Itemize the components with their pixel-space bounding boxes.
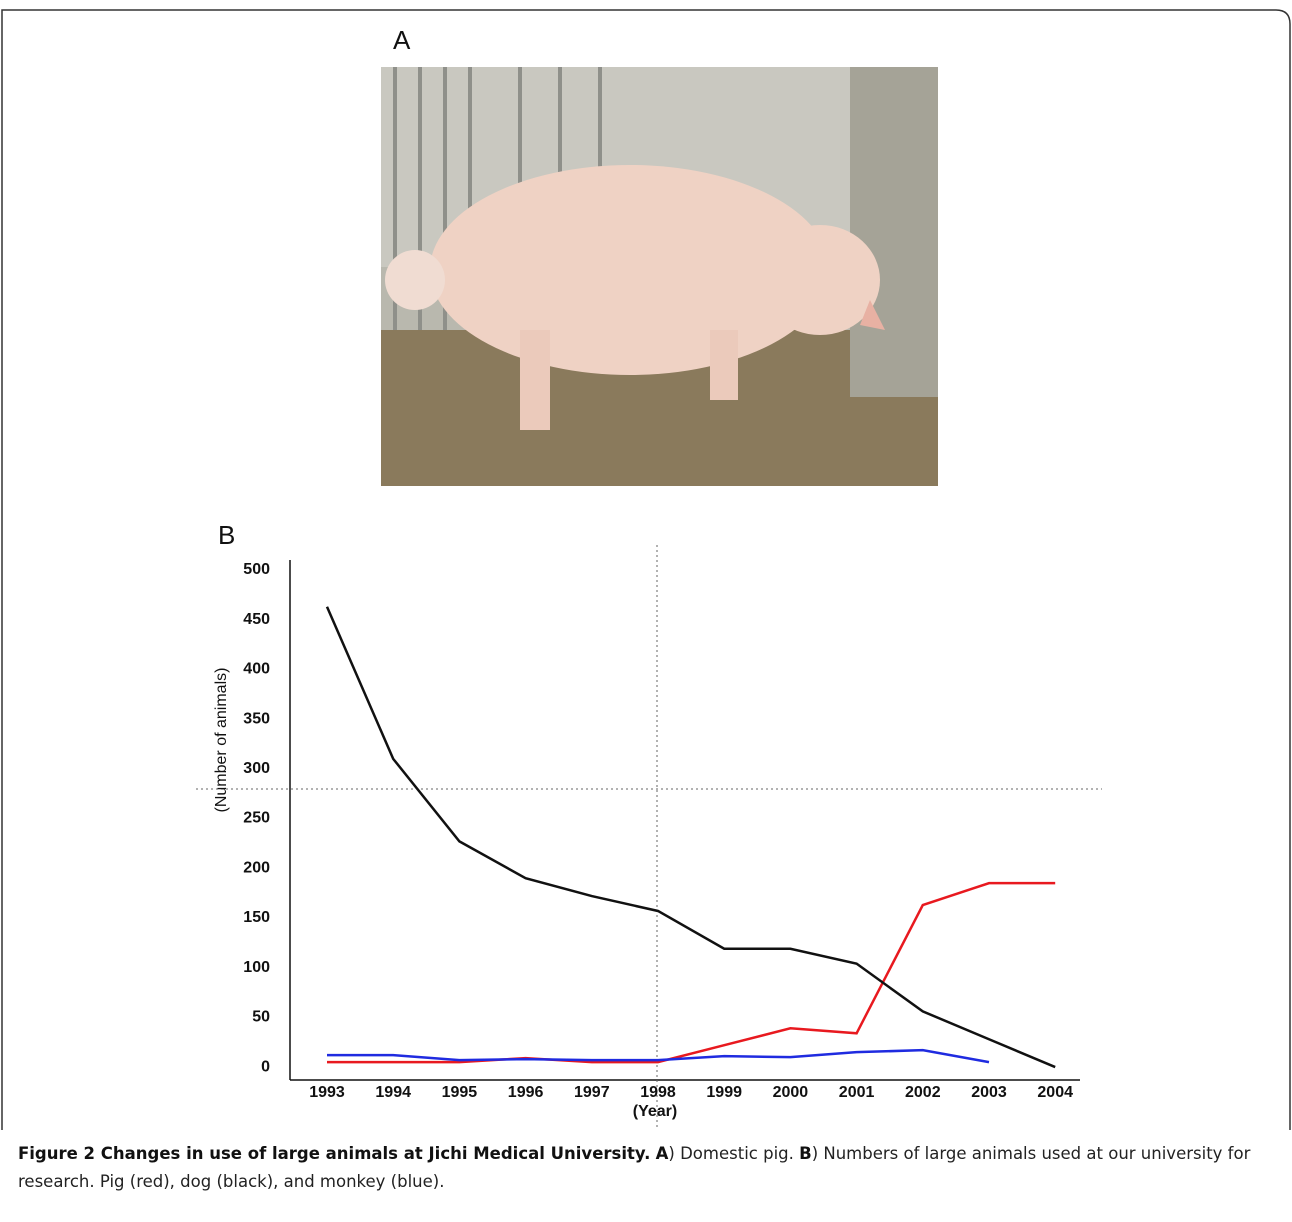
y-axis-label: (Number of animals) (213, 668, 230, 813)
x-tick-label: 2003 (971, 1084, 1007, 1101)
x-tick-label: 2001 (839, 1084, 875, 1101)
caption-title: Figure 2 Changes in use of large animals… (18, 1144, 651, 1163)
chart: A B (Number of animals) (Year) 0 50 100 150… (1, 9, 1291, 1130)
y-tick-label: 100 (243, 959, 270, 976)
photo (381, 67, 938, 486)
x-tick-label: 2004 (1037, 1084, 1073, 1101)
caption-text: ) Domestic pig. (668, 1144, 794, 1163)
x-tick-label: 1996 (508, 1084, 544, 1101)
x-tick-label: 2002 (905, 1084, 941, 1101)
series-line (327, 1048, 990, 1064)
series-line (325, 606, 1056, 1069)
caption: Figure 2 Changes in use of large animals… (18, 1140, 1268, 1196)
y-tick-label: 0 (261, 1058, 270, 1075)
panel-label: B (218, 520, 235, 550)
series-line (327, 881, 1056, 1064)
y-tick-label: 400 (243, 661, 270, 678)
x-tick-label: 1997 (574, 1084, 610, 1101)
caption-label: B (799, 1144, 812, 1163)
x-tick-label: 1998 (640, 1084, 676, 1101)
y-tick-label: 50 (252, 1009, 270, 1026)
caption-label: A (655, 1144, 669, 1163)
y-tick-label: 250 (243, 810, 270, 827)
x-tick-label: 1994 (375, 1084, 411, 1101)
y-tick-label: 450 (243, 611, 270, 628)
y-tick-label: 300 (243, 760, 270, 777)
caption-text: ) Numbers of large animals used at our u… (18, 1144, 1251, 1191)
y-tick-label: 200 (243, 859, 270, 876)
y-tick-label: 500 (243, 561, 270, 578)
frame (1, 9, 1291, 1130)
x-tick-label: 1999 (706, 1084, 742, 1101)
y-tick-label: 350 (243, 710, 270, 727)
y-tick-label: 150 (243, 909, 270, 926)
x-tick-label: 1995 (442, 1084, 478, 1101)
panel-label: A (393, 25, 411, 55)
x-axis-label: (Year) (633, 1103, 677, 1120)
x-tick-label: 2000 (773, 1084, 809, 1101)
x-tick-label: 1993 (309, 1084, 345, 1101)
